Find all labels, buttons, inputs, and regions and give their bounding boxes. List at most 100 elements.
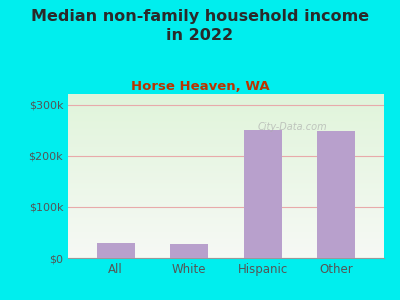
Bar (170, 244, 208, 258)
Bar (68, 245, 384, 246)
Bar (68, 156, 384, 157)
Bar (68, 111, 384, 112)
Bar (68, 132, 384, 133)
Bar (68, 101, 384, 102)
Bar (68, 237, 384, 238)
Bar (68, 151, 384, 152)
Bar (68, 164, 384, 165)
Bar (68, 207, 384, 208)
Bar (68, 166, 384, 167)
Bar (68, 170, 384, 171)
Bar (68, 208, 384, 209)
Bar (68, 137, 384, 138)
Bar (68, 173, 384, 174)
Bar (68, 130, 384, 131)
Bar (68, 219, 384, 220)
Bar (68, 177, 384, 178)
Bar (68, 144, 384, 145)
Bar (68, 236, 384, 237)
Bar (68, 117, 384, 118)
Bar (68, 140, 384, 141)
Bar (68, 198, 384, 199)
Bar (68, 118, 384, 119)
Bar (68, 195, 384, 196)
Bar (68, 152, 384, 153)
Bar (68, 143, 384, 144)
Bar (68, 205, 384, 206)
Bar (68, 141, 384, 142)
Bar (68, 253, 384, 254)
Bar (68, 150, 384, 151)
Bar (68, 221, 384, 222)
Bar (68, 220, 384, 221)
Bar (68, 247, 384, 248)
Bar (68, 229, 384, 230)
Bar (68, 100, 384, 101)
Bar (68, 211, 384, 212)
Bar (68, 192, 384, 193)
Bar (68, 162, 384, 163)
Bar (68, 199, 384, 200)
Bar (68, 250, 384, 251)
Bar (68, 204, 384, 205)
Bar (68, 226, 384, 227)
Bar (68, 169, 384, 170)
Bar (68, 240, 384, 241)
Bar (68, 187, 384, 188)
Bar (68, 212, 384, 213)
Bar (68, 251, 384, 252)
Bar (68, 234, 384, 235)
Bar (317, 131, 355, 258)
Bar (68, 134, 384, 135)
Bar (68, 255, 384, 256)
Bar (68, 242, 384, 243)
Bar (68, 99, 384, 100)
Bar (68, 248, 384, 249)
Bar (68, 256, 384, 257)
Bar (68, 112, 384, 113)
Bar (68, 206, 384, 207)
Bar (68, 161, 384, 162)
Bar (68, 185, 384, 186)
Bar (68, 147, 384, 148)
Bar (68, 201, 384, 202)
Bar (68, 115, 384, 116)
Bar (68, 244, 384, 245)
Bar (68, 223, 384, 224)
Bar (68, 241, 384, 242)
Bar (68, 97, 384, 98)
Bar (68, 218, 384, 219)
Bar (68, 153, 384, 154)
Bar (68, 189, 384, 190)
Bar (68, 197, 384, 198)
Bar (68, 254, 384, 255)
Bar (68, 127, 384, 128)
Bar (68, 155, 384, 156)
Bar (68, 202, 384, 203)
Bar (68, 215, 384, 216)
Bar (68, 159, 384, 160)
Bar (68, 107, 384, 108)
Bar (68, 138, 384, 139)
Bar (68, 213, 384, 214)
Bar (68, 188, 384, 189)
Bar (68, 225, 384, 226)
Bar (68, 119, 384, 120)
Bar (68, 243, 384, 244)
Bar (68, 183, 384, 184)
Bar (68, 139, 384, 140)
Bar (68, 222, 384, 223)
Bar (68, 203, 384, 204)
Bar (68, 210, 384, 211)
Bar (68, 217, 384, 218)
Text: Horse Heaven, WA: Horse Heaven, WA (131, 80, 269, 92)
Bar (68, 172, 384, 173)
Bar (68, 181, 384, 182)
Bar (68, 135, 384, 136)
Bar (68, 191, 384, 192)
Bar (68, 128, 384, 129)
Bar (68, 98, 384, 99)
Bar (68, 154, 384, 155)
Bar (68, 224, 384, 225)
Bar (68, 120, 384, 121)
